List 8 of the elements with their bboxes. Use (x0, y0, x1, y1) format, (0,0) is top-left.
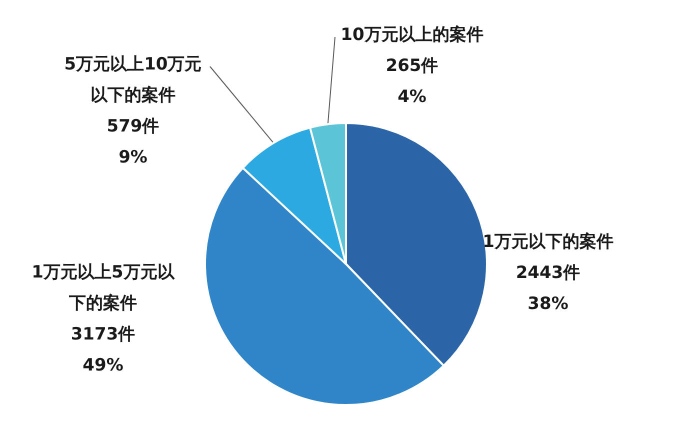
slice-label: 10万元以上的案件 (340, 24, 484, 45)
data-label: 265件 4% (386, 56, 438, 107)
data-label: 2443件 38% (516, 263, 580, 314)
slice-label: 1万元以上5万元以下的案件 (32, 262, 176, 314)
data-label: 3173件 49% (70, 324, 136, 376)
slice-label: 5万元以上10万元以下的案件 (64, 54, 202, 106)
slice-label: 1万元以下的案件 (482, 231, 614, 252)
data-label: 579件 9% (106, 116, 160, 168)
